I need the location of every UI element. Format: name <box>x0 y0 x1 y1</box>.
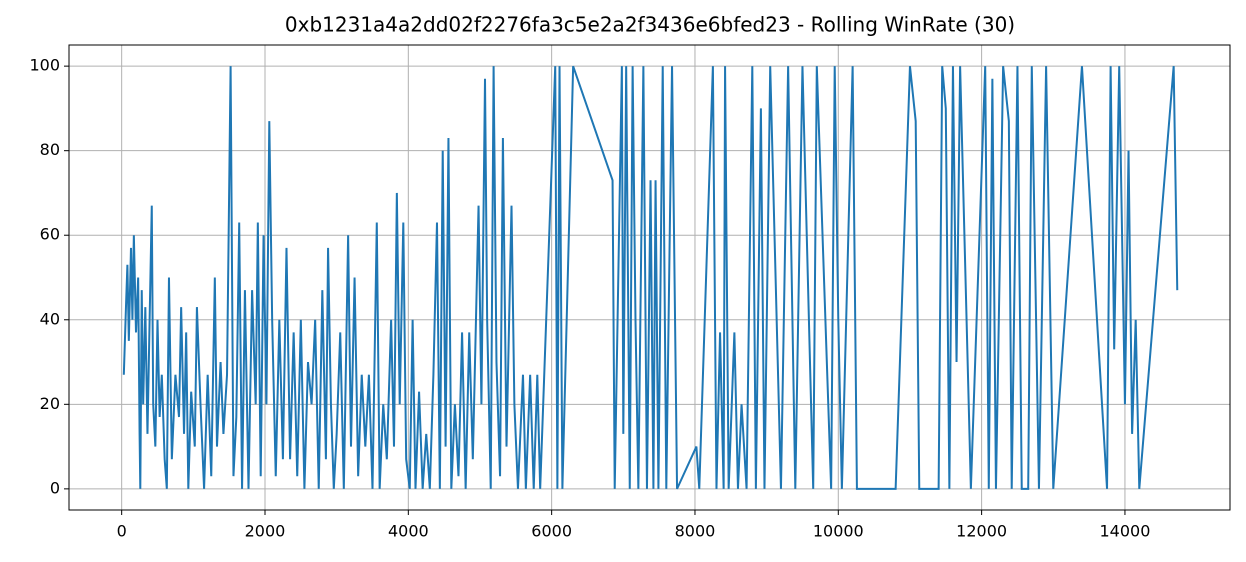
y-tick-label: 40 <box>40 309 60 328</box>
chart-title: 0xb1231a4a2dd02f2276fa3c5e2a2f3436e6bfed… <box>285 13 1015 37</box>
x-tick-label: 8000 <box>675 522 716 541</box>
x-tick-label: 10000 <box>813 522 864 541</box>
y-tick-label: 100 <box>29 56 60 75</box>
x-tick-label: 12000 <box>956 522 1007 541</box>
x-tick-label: 0 <box>117 522 127 541</box>
x-tick-label: 4000 <box>388 522 429 541</box>
data-line <box>122 65 1179 490</box>
y-tick-label: 80 <box>40 140 60 159</box>
plot-frame <box>68 44 1231 511</box>
y-tick-label: 20 <box>40 394 60 413</box>
x-tick-label: 14000 <box>1099 522 1150 541</box>
y-tick-label: 60 <box>40 225 60 244</box>
y-tick-label: 0 <box>50 478 60 497</box>
x-tick-label: 2000 <box>245 522 286 541</box>
x-tick-label: 6000 <box>531 522 572 541</box>
